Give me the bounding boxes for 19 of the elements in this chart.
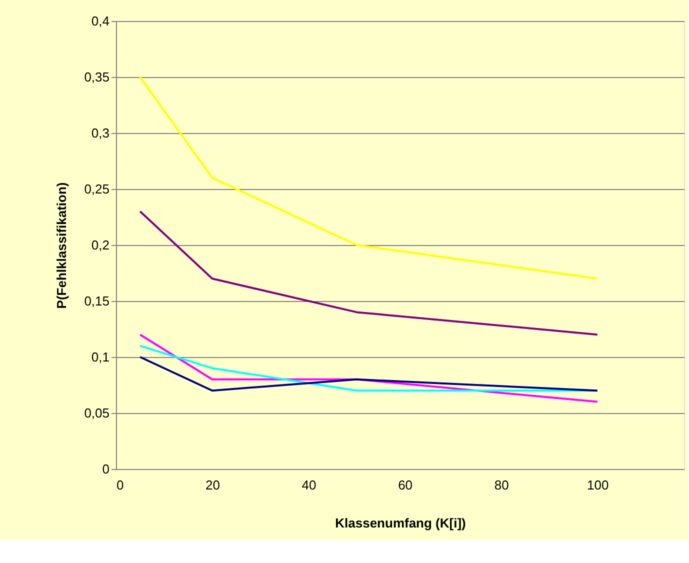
- line-series: [139, 76, 598, 280]
- x-tick-label: 40: [302, 478, 316, 492]
- y-tick-label: 0,2: [91, 238, 110, 252]
- y-tick-label: 0,4: [91, 14, 110, 28]
- line-series: [139, 210, 598, 336]
- x-tick-label: 0: [116, 478, 124, 492]
- y-tick-label: 0,05: [84, 406, 110, 420]
- x-tick-label: 80: [494, 478, 509, 492]
- y-tick-label: 0,25: [84, 182, 110, 196]
- x-tick-label: 100: [587, 478, 609, 492]
- y-tick-label: 0,35: [84, 70, 110, 84]
- y-tick-label: 0,15: [84, 294, 110, 308]
- y-tick-label: 0: [102, 462, 110, 476]
- y-axis-title: P(Fehlklassifikation): [54, 182, 70, 309]
- x-tick-label: 60: [398, 478, 413, 492]
- y-tick-label: 0,1: [91, 350, 110, 364]
- x-axis-title: Klassenumfang (K[i]): [335, 516, 466, 530]
- x-tick-label: 20: [206, 478, 220, 492]
- y-tick-label: 0,3: [91, 126, 110, 140]
